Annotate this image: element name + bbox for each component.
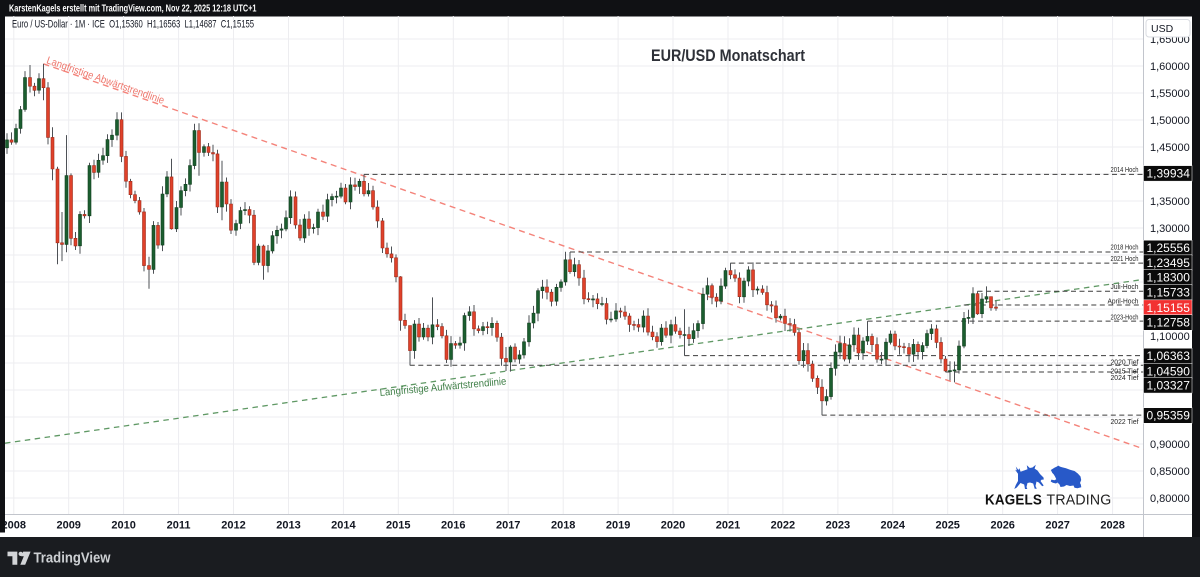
svg-text:0,85000: 0,85000	[1150, 466, 1190, 478]
svg-text:TradingView: TradingView	[34, 550, 111, 567]
svg-text:2014: 2014	[331, 520, 356, 532]
svg-text:KAGELS: KAGELS	[985, 493, 1042, 509]
svg-text:1,55000: 1,55000	[1150, 88, 1190, 100]
svg-text:2019: 2019	[606, 520, 630, 532]
svg-text:1,45000: 1,45000	[1150, 142, 1190, 154]
svg-text:2023-Hoch: 2023-Hoch	[1111, 313, 1139, 322]
svg-text:2023: 2023	[826, 520, 850, 532]
svg-text:2015 Tief: 2015 Tief	[1111, 366, 1140, 375]
svg-text:1,18300: 1,18300	[1147, 271, 1191, 285]
svg-text:1,10000: 1,10000	[1150, 331, 1190, 343]
svg-text:KarstenKagels erstellt mit Tra: KarstenKagels erstellt mit TradingView.c…	[9, 3, 257, 15]
svg-text:0,90000: 0,90000	[1150, 439, 1190, 451]
svg-text:1,15155: 1,15155	[1147, 301, 1191, 315]
svg-text:2018 Hoch: 2018 Hoch	[1111, 242, 1139, 251]
svg-text:1,25556: 1,25556	[1147, 241, 1191, 255]
svg-text:1,23495: 1,23495	[1147, 256, 1191, 270]
svg-text:0,80000: 0,80000	[1150, 493, 1190, 505]
svg-text:1,03327: 1,03327	[1147, 379, 1191, 393]
svg-text:2015: 2015	[386, 520, 410, 532]
svg-text:1,12758: 1,12758	[1147, 316, 1191, 330]
svg-text:1,04590: 1,04590	[1147, 364, 1191, 378]
svg-text:1,15733: 1,15733	[1147, 286, 1191, 300]
svg-text:2013: 2013	[276, 520, 300, 532]
svg-text:2020 Tief: 2020 Tief	[1111, 357, 1140, 366]
svg-text:Euro / US-Dollar · 1M · ICE O: Euro / US-Dollar · 1M · ICE O1,15360 H1,…	[12, 19, 254, 31]
svg-text:2008: 2008	[2, 520, 26, 532]
svg-text:TRADING: TRADING	[1047, 493, 1112, 509]
svg-text:2027: 2027	[1045, 520, 1069, 532]
svg-text:2018: 2018	[551, 520, 575, 532]
svg-text:1,60000: 1,60000	[1150, 61, 1190, 73]
svg-text:2010: 2010	[111, 520, 135, 532]
svg-text:2011: 2011	[167, 520, 191, 532]
svg-text:0,95359: 0,95359	[1147, 409, 1191, 423]
svg-text:2020: 2020	[661, 520, 685, 532]
svg-text:2017: 2017	[496, 520, 520, 532]
svg-text:2028: 2028	[1100, 520, 1124, 532]
svg-text:2021 Hoch: 2021 Hoch	[1111, 254, 1139, 263]
svg-text:2012: 2012	[221, 520, 245, 532]
svg-text:1,50000: 1,50000	[1150, 115, 1190, 127]
svg-text:2024: 2024	[881, 520, 906, 532]
svg-text:EUR/USD Monatschart: EUR/USD Monatschart	[651, 46, 805, 65]
svg-text:1,30000: 1,30000	[1150, 223, 1190, 235]
svg-text:1,35000: 1,35000	[1150, 196, 1190, 208]
svg-text:2021: 2021	[716, 520, 740, 532]
svg-text:2016: 2016	[441, 520, 465, 532]
svg-text:2014 Hoch: 2014 Hoch	[1111, 165, 1139, 174]
svg-text:April-Hoch: April-Hoch	[1108, 296, 1139, 305]
svg-text:1,06363: 1,06363	[1147, 349, 1191, 363]
svg-text:2024 Tief: 2024 Tief	[1111, 373, 1140, 382]
svg-text:2009: 2009	[56, 520, 80, 532]
svg-text:Juli-Hoch: Juli-Hoch	[1111, 282, 1139, 291]
svg-text:2025: 2025	[935, 520, 959, 532]
svg-text:USD: USD	[1151, 23, 1174, 35]
svg-text:2026: 2026	[990, 520, 1014, 532]
svg-text:2022: 2022	[771, 520, 795, 532]
svg-text:2022 Tief: 2022 Tief	[1111, 417, 1140, 426]
svg-text:1,39934: 1,39934	[1147, 167, 1191, 181]
